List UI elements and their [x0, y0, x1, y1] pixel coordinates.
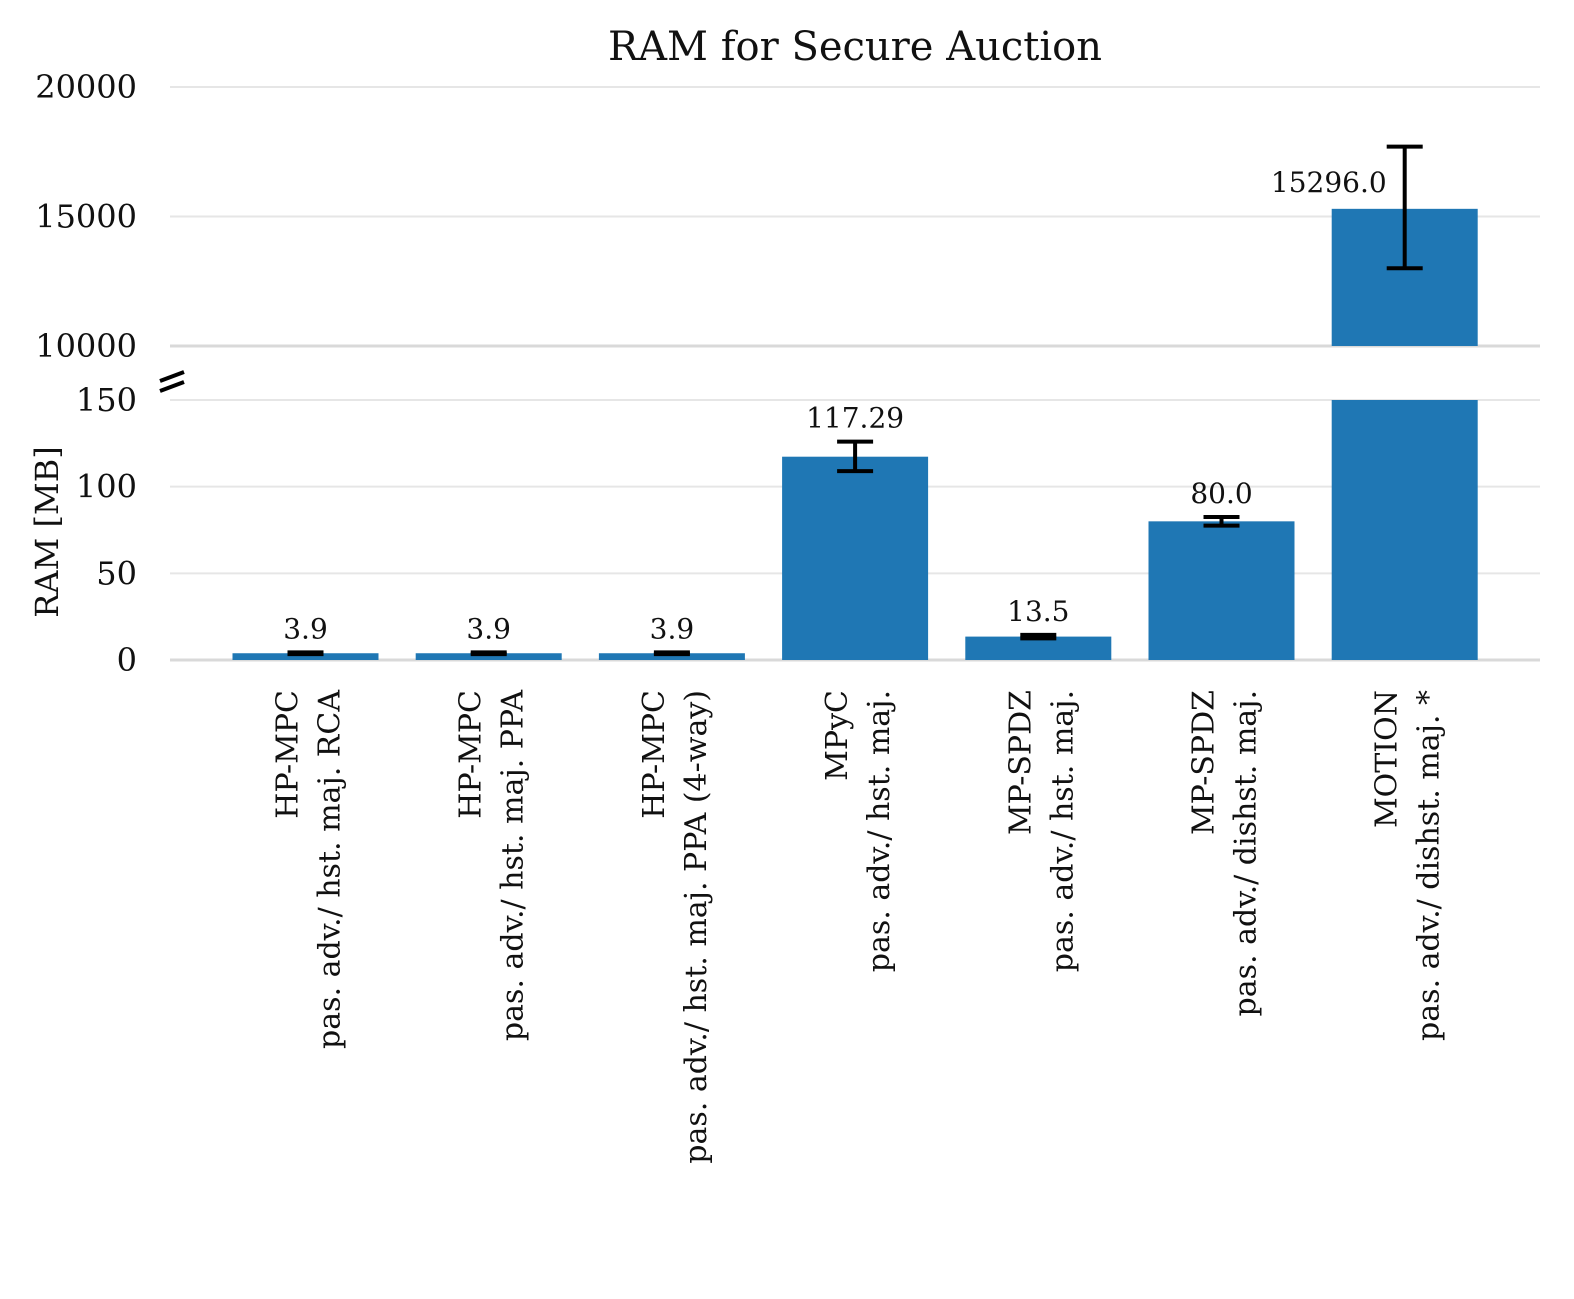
y-tick-label: 15000	[35, 198, 137, 236]
x-tick-label: HP-MPC pas. adv./ hst. maj. PPA (4-way)	[637, 690, 714, 1164]
category-name: MPyC	[820, 690, 855, 781]
category-desc: pas. adv./ dishst. maj.	[1229, 690, 1264, 1016]
category-name: MP-SPDZ	[1187, 690, 1222, 835]
data-label: 15296.0	[1271, 166, 1387, 199]
y-tick-label: 150	[76, 381, 137, 419]
category-name: HP-MPC	[271, 690, 306, 819]
category-desc: pas. adv./ hst. maj. RCA	[313, 690, 348, 1049]
data-label: 117.29	[806, 402, 904, 435]
bar-lower-segment	[1331, 400, 1478, 660]
bar	[1148, 521, 1295, 660]
x-tick-label: MP-SPDZ pas. adv./ dishst. maj.	[1187, 690, 1264, 1016]
y-axis-label: RAM [MB]	[28, 446, 66, 617]
data-label: 3.9	[283, 612, 328, 645]
category-name: MOTION	[1370, 690, 1405, 828]
data-label: 3.9	[466, 612, 511, 645]
category-desc: pas. adv./ hst. maj. PPA	[496, 690, 531, 1041]
x-tick-label: HP-MPC pas. adv./ hst. maj. RCA	[271, 690, 348, 1049]
axis-break-mark	[159, 370, 185, 393]
x-tick-label: MOTION pas. adv./ dishst. maj. *	[1370, 690, 1447, 1041]
category-desc: pas. adv./ hst. maj.	[1045, 690, 1080, 972]
x-tick-label: MPyC pas. adv./ hst. maj.	[820, 690, 897, 972]
error-bars	[287, 144, 1423, 657]
y-tick-label: 100	[76, 468, 137, 506]
data-label: 3.9	[650, 612, 695, 645]
x-tick-labels: HP-MPC pas. adv./ hst. maj. RCA HP-MPC pas.…	[271, 690, 1447, 1164]
x-tick-label: MP-SPDZ pas. adv./ hst. maj.	[1003, 690, 1080, 972]
category-name: HP-MPC	[637, 690, 672, 819]
y-tick-label: 20000	[35, 68, 137, 106]
y-tick-label: 0	[117, 641, 137, 679]
chart-title: RAM for Secure Auction	[608, 24, 1102, 70]
category-desc: pas. adv./ hst. maj.	[862, 690, 897, 972]
bar	[782, 456, 929, 660]
bar	[415, 653, 562, 660]
y-tick-label: 50	[96, 554, 137, 592]
data-label: 80.0	[1190, 477, 1252, 510]
category-desc: pas. adv./ dishst. maj. *	[1412, 690, 1447, 1041]
gridlines	[170, 86, 1540, 662]
y-tick-label: 10000	[35, 327, 137, 365]
data-label: 13.5	[1007, 595, 1069, 628]
y-ticks: 0 50 100 150 10000 15000 20000	[35, 68, 137, 679]
x-tick-label: HP-MPC pas. adv./ hst. maj. PPA	[454, 690, 531, 1041]
category-name: MP-SPDZ	[1003, 690, 1038, 835]
bar	[598, 653, 745, 660]
bars	[232, 208, 1478, 660]
category-name: HP-MPC	[454, 690, 489, 819]
data-labels: 3.9 3.9 3.9 117.29 13.5 80.0 15296.0	[283, 166, 1386, 646]
category-desc: pas. adv./ hst. maj. PPA (4-way)	[679, 690, 714, 1164]
bar	[232, 653, 379, 660]
bar	[965, 636, 1112, 660]
